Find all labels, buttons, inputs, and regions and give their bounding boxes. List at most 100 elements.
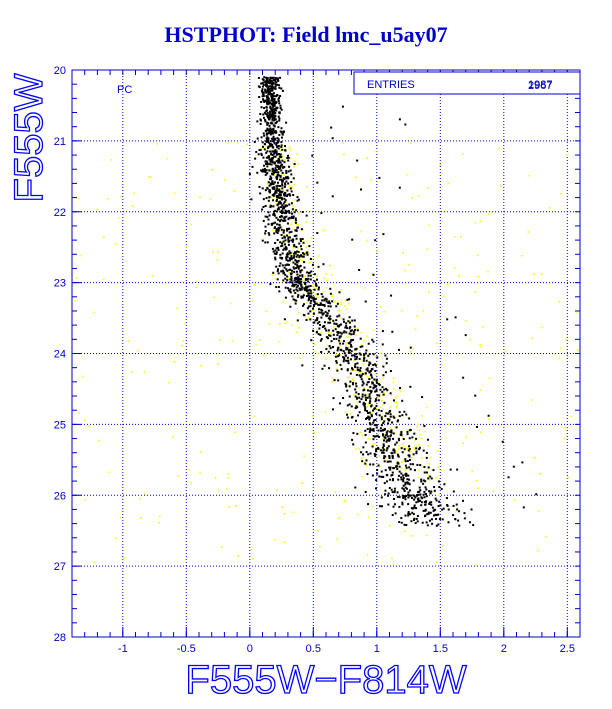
point-yellow <box>289 253 292 256</box>
point-black <box>302 304 305 307</box>
point-black <box>358 268 361 271</box>
point-black <box>295 299 298 302</box>
point-black <box>270 87 273 90</box>
point-black <box>408 417 411 420</box>
point-black <box>279 256 282 259</box>
point-black <box>270 132 273 135</box>
point-black <box>278 178 281 181</box>
point-black <box>286 275 289 278</box>
point-black <box>393 491 396 494</box>
point-black <box>315 282 318 285</box>
point-black <box>289 281 292 284</box>
point-black <box>265 162 268 165</box>
point-black <box>347 349 350 352</box>
point-black <box>455 503 458 506</box>
point-black <box>276 164 279 167</box>
point-black <box>383 482 386 485</box>
point-black <box>359 375 362 378</box>
point-black <box>274 149 277 152</box>
point-black <box>271 186 274 189</box>
point-black <box>382 451 385 454</box>
point-yellow <box>290 250 293 253</box>
point-yellow <box>158 515 161 518</box>
point-black <box>379 449 382 452</box>
point-black <box>279 262 282 265</box>
point-black <box>258 148 261 151</box>
point-black <box>275 151 278 154</box>
point-black <box>307 289 310 292</box>
point-black <box>381 390 384 393</box>
point-black <box>273 181 276 184</box>
point-yellow <box>500 184 502 187</box>
point-black <box>381 343 384 346</box>
point-black <box>292 215 295 218</box>
point-black <box>275 229 278 232</box>
point-black <box>273 125 276 128</box>
point-yellow <box>200 364 202 367</box>
point-black <box>387 503 390 506</box>
stats-entries-label: ENTRIES <box>367 79 415 91</box>
point-black <box>366 473 369 476</box>
point-black <box>282 179 285 182</box>
point-black <box>289 288 292 291</box>
point-black <box>278 96 281 99</box>
point-yellow <box>480 220 482 223</box>
point-black <box>276 120 279 123</box>
point-black <box>339 331 342 334</box>
point-yellow <box>363 387 365 389</box>
point-black <box>301 210 304 213</box>
point-yellow <box>167 382 170 384</box>
point-black <box>260 106 263 109</box>
point-yellow <box>298 311 300 314</box>
point-black <box>284 248 287 251</box>
point-black <box>272 76 275 79</box>
point-black <box>298 274 301 277</box>
point-yellow <box>96 208 98 211</box>
point-black <box>291 238 294 241</box>
point-black <box>418 499 421 502</box>
point-yellow <box>366 157 368 159</box>
point-black <box>261 170 264 173</box>
point-black <box>364 399 367 402</box>
point-yellow <box>246 143 248 146</box>
point-yellow <box>278 169 281 172</box>
point-yellow <box>410 450 413 453</box>
point-black <box>339 342 342 345</box>
point-black <box>263 143 266 146</box>
point-yellow <box>388 525 391 527</box>
point-yellow <box>446 283 449 286</box>
point-yellow <box>462 153 464 155</box>
point-black <box>381 330 384 333</box>
point-yellow <box>185 246 188 248</box>
point-yellow <box>213 296 215 299</box>
point-black <box>359 188 362 191</box>
point-black <box>406 478 409 481</box>
point-black <box>294 302 297 305</box>
point-yellow <box>334 300 337 302</box>
point-yellow <box>250 548 253 551</box>
point-yellow <box>371 273 373 275</box>
point-black <box>271 118 274 121</box>
point-black <box>407 474 410 477</box>
x-tick-label: 2 <box>501 643 507 655</box>
point-black <box>281 190 284 193</box>
point-yellow <box>305 240 308 243</box>
point-black <box>329 347 332 350</box>
point-black <box>277 171 280 174</box>
point-black <box>290 173 293 176</box>
point-black <box>378 435 381 438</box>
point-black <box>275 191 278 194</box>
point-yellow <box>487 270 489 273</box>
point-black <box>278 290 281 293</box>
point-black <box>296 199 299 202</box>
point-yellow <box>291 324 294 327</box>
point-black <box>281 133 284 136</box>
point-black <box>297 279 300 282</box>
point-black <box>383 455 386 458</box>
point-black <box>285 177 288 180</box>
point-black <box>276 278 279 281</box>
point-black <box>447 521 450 524</box>
point-yellow <box>406 173 409 176</box>
point-black <box>474 394 477 397</box>
point-black <box>349 325 352 328</box>
